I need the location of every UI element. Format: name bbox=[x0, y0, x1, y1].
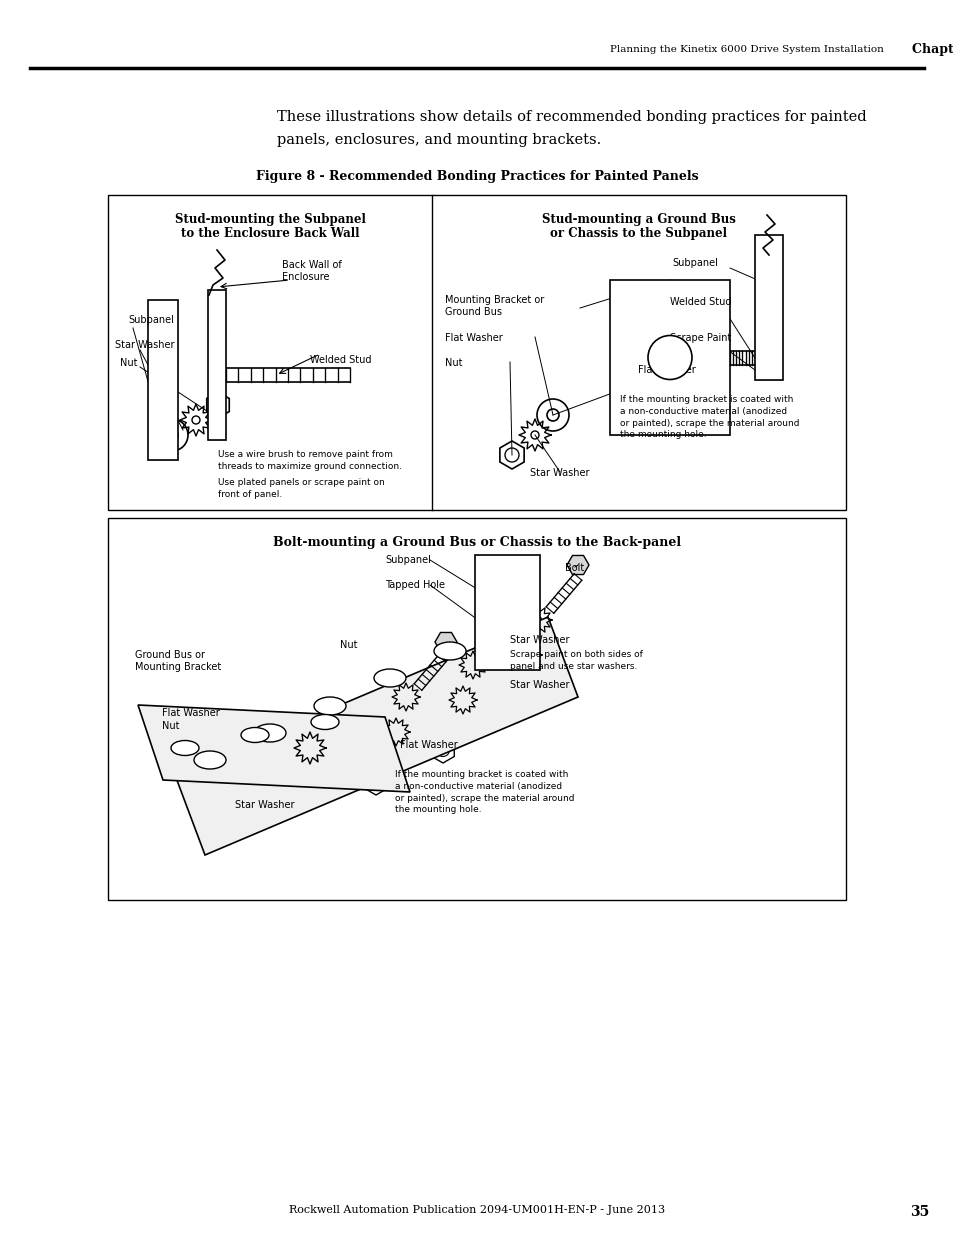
Text: Star Washer: Star Washer bbox=[234, 800, 294, 810]
Text: Stud-mounting a Ground Bus: Stud-mounting a Ground Bus bbox=[541, 212, 735, 226]
Text: Mounting Bracket: Mounting Bracket bbox=[135, 662, 221, 672]
Ellipse shape bbox=[314, 697, 346, 715]
Text: Rockwell Automation Publication 2094-UM001H-EN-P - June 2013: Rockwell Automation Publication 2094-UM0… bbox=[289, 1205, 664, 1215]
Polygon shape bbox=[432, 737, 454, 763]
Text: These illustrations show details of recommended bonding practices for painted: These illustrations show details of reco… bbox=[276, 110, 865, 124]
Text: Back Wall of: Back Wall of bbox=[282, 261, 341, 270]
Text: Nut: Nut bbox=[120, 358, 137, 368]
Circle shape bbox=[192, 416, 200, 424]
Ellipse shape bbox=[193, 751, 226, 769]
Polygon shape bbox=[501, 600, 523, 620]
Ellipse shape bbox=[241, 727, 269, 742]
Polygon shape bbox=[138, 705, 410, 792]
Text: Mounting Bracket or: Mounting Bracket or bbox=[444, 295, 543, 305]
Ellipse shape bbox=[434, 642, 465, 659]
Circle shape bbox=[647, 336, 691, 379]
Bar bbox=[475, 555, 539, 671]
Circle shape bbox=[531, 431, 538, 438]
Text: Nut: Nut bbox=[444, 358, 462, 368]
Text: Stud-mounting the Subpanel: Stud-mounting the Subpanel bbox=[174, 212, 365, 226]
Text: Star Washer: Star Washer bbox=[510, 680, 569, 690]
Polygon shape bbox=[207, 391, 229, 417]
Ellipse shape bbox=[311, 715, 338, 730]
Circle shape bbox=[524, 651, 531, 658]
Text: Subpanel: Subpanel bbox=[671, 258, 717, 268]
Text: Star Washer: Star Washer bbox=[115, 340, 174, 350]
Text: Subpanel: Subpanel bbox=[128, 315, 173, 325]
Polygon shape bbox=[566, 556, 588, 574]
Ellipse shape bbox=[494, 615, 525, 634]
Polygon shape bbox=[277, 755, 302, 782]
Text: If the mounting bracket is coated with
a non-conductive material (anodized
or pa: If the mounting bracket is coated with a… bbox=[619, 395, 799, 440]
Text: Scrape paint on both sides of: Scrape paint on both sides of bbox=[510, 650, 642, 659]
Text: Figure 8 - Recommended Bonding Practices for Painted Panels: Figure 8 - Recommended Bonding Practices… bbox=[255, 170, 698, 183]
Ellipse shape bbox=[171, 741, 199, 756]
Text: Star Washer: Star Washer bbox=[510, 635, 569, 645]
Circle shape bbox=[469, 662, 476, 668]
Text: If the mounting bracket is coated with
a non-conductive material (anodized
or pa: If the mounting bracket is coated with a… bbox=[395, 769, 574, 814]
Ellipse shape bbox=[253, 724, 286, 742]
Text: Nut: Nut bbox=[162, 721, 179, 731]
Text: Bolt: Bolt bbox=[564, 563, 583, 573]
Circle shape bbox=[392, 729, 399, 736]
Text: Flat Washer: Flat Washer bbox=[162, 708, 219, 718]
Polygon shape bbox=[435, 632, 456, 652]
Circle shape bbox=[306, 743, 314, 752]
Bar bbox=[148, 300, 178, 459]
Text: Flat Washer: Flat Washer bbox=[399, 740, 457, 750]
Bar bbox=[208, 290, 226, 440]
Bar bbox=[108, 517, 845, 900]
Text: Chapter 2: Chapter 2 bbox=[911, 43, 953, 57]
Bar bbox=[609, 280, 729, 435]
Polygon shape bbox=[174, 618, 578, 855]
Polygon shape bbox=[364, 769, 387, 795]
Text: Ground Bus: Ground Bus bbox=[444, 308, 501, 317]
Text: Welded Stud: Welded Stud bbox=[310, 354, 371, 366]
Text: Star Washer: Star Washer bbox=[530, 468, 589, 478]
Circle shape bbox=[534, 616, 541, 624]
Text: Flat Washer: Flat Washer bbox=[444, 333, 502, 343]
Text: Scrape Paint: Scrape Paint bbox=[669, 333, 731, 343]
Text: Subpanel: Subpanel bbox=[385, 555, 431, 564]
Bar bbox=[754, 235, 782, 380]
Polygon shape bbox=[499, 441, 523, 469]
Text: panel and use star washers.: panel and use star washers. bbox=[510, 662, 637, 671]
Text: Bolt-mounting a Ground Bus or Chassis to the Back-panel: Bolt-mounting a Ground Bus or Chassis to… bbox=[273, 536, 680, 550]
Text: Flat Washer: Flat Washer bbox=[638, 366, 695, 375]
Text: Enclosure: Enclosure bbox=[282, 272, 329, 282]
Text: or Chassis to the Subpanel: or Chassis to the Subpanel bbox=[550, 227, 727, 240]
Bar bbox=[108, 195, 845, 510]
Text: panels, enclosures, and mounting brackets.: panels, enclosures, and mounting bracket… bbox=[276, 133, 600, 147]
Ellipse shape bbox=[374, 669, 406, 687]
Text: Use plated panels or scrape paint on
front of panel.: Use plated panels or scrape paint on fro… bbox=[218, 478, 384, 499]
Text: Ground Bus or: Ground Bus or bbox=[135, 650, 205, 659]
Text: Use a wire brush to remove paint from
threads to maximize ground connection.: Use a wire brush to remove paint from th… bbox=[218, 450, 401, 471]
Text: Planning the Kinetix 6000 Drive System Installation: Planning the Kinetix 6000 Drive System I… bbox=[609, 46, 882, 54]
Circle shape bbox=[459, 697, 466, 704]
Polygon shape bbox=[497, 692, 518, 718]
Text: 35: 35 bbox=[909, 1205, 928, 1219]
Text: to the Enclosure Back Wall: to the Enclosure Back Wall bbox=[180, 227, 359, 240]
Text: Tapped Hole: Tapped Hole bbox=[385, 580, 444, 590]
Circle shape bbox=[402, 693, 409, 700]
Text: Nut: Nut bbox=[339, 640, 357, 650]
Text: Welded Stud: Welded Stud bbox=[669, 296, 731, 308]
